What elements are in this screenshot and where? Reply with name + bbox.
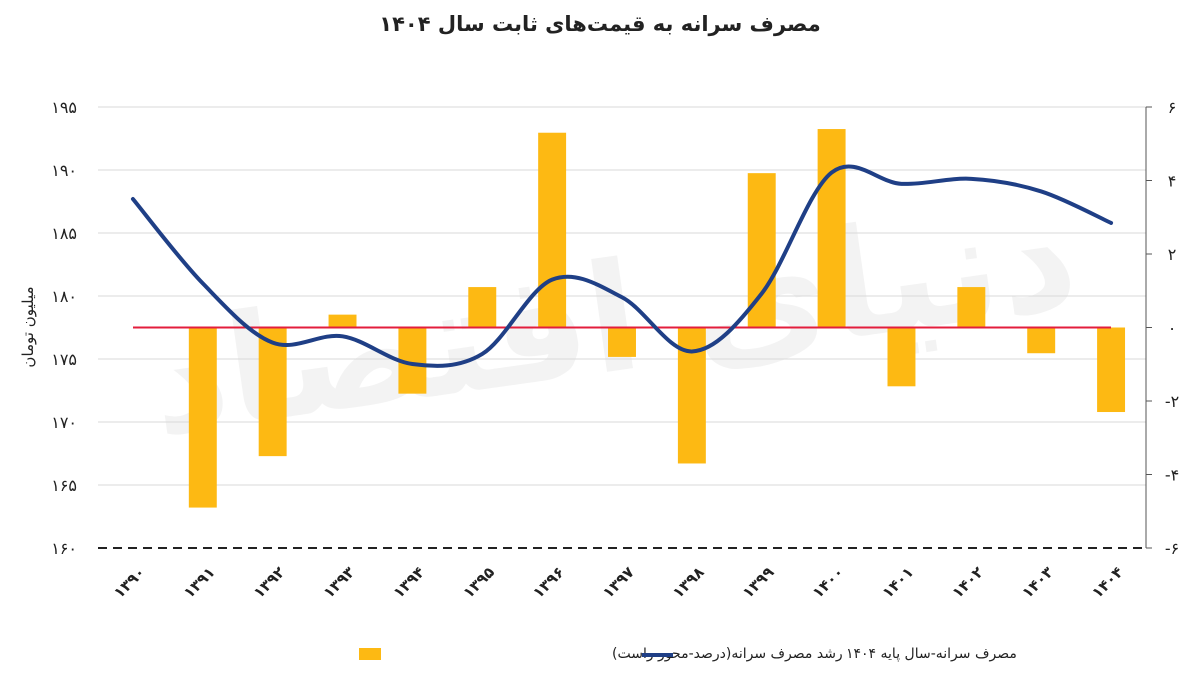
x-tick-label: ۱۳۹۵ (459, 563, 498, 602)
line-series (130, 164, 1114, 368)
legend: رشد مصرف سرانه(درصد-محور راست) مصرف سران… (359, 646, 1017, 662)
chart-title: مصرف سرانه به قیمت‌های ثابت سال ۱۴۰۴ (379, 12, 820, 36)
x-tick-label: ۱۴۰۳ (1018, 563, 1057, 602)
left-tick-label: ۱۷۰ (51, 413, 77, 432)
left-tick-label: ۱۶۵ (51, 476, 77, 495)
left-tick-label: ۱۶۰ (51, 539, 77, 558)
right-tick-label: ۲ (1168, 245, 1177, 264)
x-tick-label: ۱۳۹۱ (180, 563, 219, 602)
x-tick-label: ۱۴۰۲ (948, 563, 987, 602)
bar (817, 129, 846, 328)
right-axis-ticks: -۶ -۴ -۲ ۰ ۲ ۴ ۶ (1146, 98, 1179, 558)
bar (1027, 327, 1056, 354)
left-axis-ticks: ۱۶۰ ۱۶۵ ۱۷۰ ۱۷۵ ۱۸۰ ۱۸۵ ۱۹۰ ۱۹۵ (51, 98, 77, 558)
axes (98, 107, 1147, 549)
right-tick-label: -۲ (1165, 392, 1179, 411)
right-tick-label: -۴ (1165, 466, 1179, 485)
x-tick-label: ۱۴۰۰ (809, 563, 848, 602)
left-tick-label: ۱۷۵ (51, 350, 77, 369)
legend-bar-label: رشد مصرف سرانه(درصد-محور راست) (612, 646, 843, 662)
bar (608, 327, 636, 357)
x-axis-ticks: ۱۳۹۰ ۱۳۹۱ ۱۳۹۲ ۱۳۹۳ ۱۳۹۴ ۱۳۹۵ ۱۳۹۶ ۱۳۹۷ ۱۳۹۸ ۱۳۹۹… (110, 563, 1127, 602)
right-tick-label: -۶ (1165, 539, 1179, 558)
x-tick-label: ۱۳۹۳ (320, 563, 359, 602)
x-tick-label: ۱۴۰۱ (879, 563, 918, 602)
x-tick-label: ۱۳۹۹ (739, 563, 778, 602)
bar (188, 327, 217, 508)
x-tick-label: ۱۳۹۸ (669, 563, 708, 602)
x-tick-label: ۱۳۹۶ (529, 563, 568, 602)
bar (747, 173, 776, 328)
right-tick-label: ۶ (1168, 98, 1177, 117)
left-tick-label: ۱۹۰ (51, 161, 77, 180)
bar (258, 327, 287, 457)
right-tick-label: ۰ (1168, 319, 1177, 338)
bar (1097, 327, 1126, 413)
right-tick-label: ۴ (1168, 172, 1177, 191)
series-line (130, 164, 1114, 368)
bar (957, 287, 986, 328)
x-tick-label: ۱۳۹۰ (110, 563, 149, 602)
legend-bar-swatch (359, 648, 381, 660)
bar (468, 287, 497, 328)
x-tick-label: ۱۳۹۴ (390, 563, 429, 602)
left-tick-label: ۱۸۰ (51, 287, 77, 306)
bar (538, 132, 567, 328)
left-tick-label: ۱۸۵ (51, 224, 77, 243)
bar (887, 327, 916, 387)
x-tick-label: ۱۳۹۷ (599, 563, 638, 602)
x-tick-label: ۱۳۹۲ (250, 563, 289, 602)
x-tick-label: ۱۴۰۴ (1088, 563, 1127, 602)
y-axis-label-left: میلیون تومان (19, 286, 37, 367)
left-tick-label: ۱۹۵ (51, 98, 77, 117)
bar (328, 314, 357, 328)
legend-line-label: مصرف سرانه-سال پایه ۱۴۰۴ (846, 646, 1017, 662)
